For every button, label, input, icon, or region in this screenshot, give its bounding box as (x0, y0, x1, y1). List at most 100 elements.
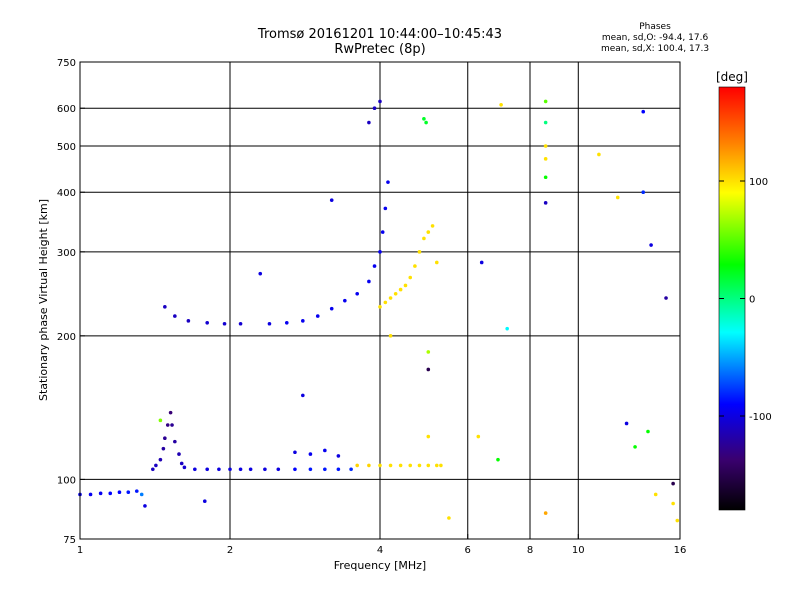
data-point (380, 230, 385, 234)
data-point (193, 467, 197, 472)
data-point (238, 467, 243, 472)
x-tick-label: 4 (377, 545, 383, 556)
data-point (222, 321, 227, 326)
data-point (388, 334, 393, 338)
data-point (336, 467, 341, 472)
data-point (179, 461, 184, 466)
data-point (543, 511, 548, 515)
data-point (367, 120, 371, 125)
data-point (543, 157, 548, 161)
y-tick-label: 100 (57, 475, 76, 486)
y-tick-label: 750 (57, 58, 76, 69)
data-point (439, 463, 443, 468)
data-point (378, 305, 382, 309)
data-point (202, 499, 207, 504)
phase-summary-o: mean, sd,O: -94.4, 17.6 (601, 33, 709, 43)
data-point (367, 279, 371, 284)
data-point (293, 450, 297, 455)
data-point (88, 492, 93, 497)
data-point (671, 481, 675, 486)
colorbar-label: [deg] (716, 70, 748, 84)
data-point (343, 298, 347, 303)
data-point (426, 434, 431, 439)
data-point (398, 287, 403, 292)
data-point (117, 490, 122, 495)
data-point (378, 463, 382, 468)
x-tick-label: 1 (77, 545, 83, 556)
data-point (543, 120, 548, 125)
data-point (355, 291, 359, 296)
data-point (158, 457, 163, 462)
x-tick-label: 10 (572, 545, 585, 556)
data-point (653, 492, 658, 497)
data-point (543, 144, 548, 148)
data-point (372, 106, 377, 111)
data-point (417, 250, 422, 254)
data-point (476, 434, 481, 439)
data-point (186, 319, 191, 323)
x-axis: 1 2 4 6 8 10 16 (77, 534, 687, 556)
data-point (479, 260, 484, 265)
data-point (496, 457, 500, 462)
data-point (349, 467, 353, 472)
data-point (258, 271, 263, 276)
chart-title-line2: RwPretec (8p) (334, 42, 426, 57)
data-point (284, 320, 289, 325)
data-point (177, 452, 181, 456)
data-point (403, 283, 408, 288)
data-point (408, 463, 413, 468)
data-point (388, 296, 393, 300)
data-point (217, 467, 221, 472)
x-axis-label: Frequency [MHz] (334, 559, 426, 572)
data-point (543, 201, 548, 205)
data-point (434, 260, 439, 265)
data-point (641, 109, 646, 114)
colorbar-tick-label: -100 (749, 412, 772, 423)
data-point (355, 463, 359, 468)
data-point (238, 321, 243, 326)
data-point (263, 467, 267, 472)
data-point (499, 103, 503, 107)
data-point (173, 439, 177, 444)
data-point (182, 465, 187, 470)
data-point (398, 463, 403, 468)
chart-title: Tromsø 20161201 10:44:00–10:45:43 RwPret… (220, 27, 540, 57)
x-tick-label: 16 (674, 545, 687, 556)
data-point (671, 501, 675, 506)
data-point (267, 321, 272, 326)
data-point (378, 99, 382, 104)
data-point (158, 418, 163, 423)
y-tick-label: 500 (57, 142, 76, 153)
data-point (301, 393, 305, 398)
data-point (424, 120, 428, 125)
data-point (228, 467, 232, 472)
data-point (205, 467, 209, 472)
data-point (633, 445, 637, 449)
data-point (248, 467, 253, 472)
grid (80, 62, 681, 539)
data-point (393, 291, 398, 296)
data-point (163, 305, 167, 309)
data-point (151, 467, 155, 472)
data-point (276, 467, 281, 472)
data-point (417, 463, 422, 468)
data-point (315, 314, 320, 318)
data-point (308, 452, 313, 456)
data-point (163, 436, 167, 441)
data-point (165, 423, 170, 427)
data-point (329, 198, 334, 202)
data-point (447, 516, 451, 520)
data-point (367, 463, 371, 468)
data-point (543, 99, 548, 104)
phase-summary: Phases mean, sd,O: -94.4, 17.6 mean, sd,… (590, 22, 720, 55)
data-points (78, 99, 680, 523)
data-point (386, 180, 390, 184)
data-point (336, 454, 341, 458)
data-point (624, 421, 629, 426)
y-tick-label: 400 (57, 188, 76, 199)
x-tick-label: 8 (527, 545, 533, 556)
data-point (543, 175, 548, 180)
data-point (430, 224, 435, 228)
data-point (378, 250, 382, 254)
data-point (168, 410, 173, 415)
